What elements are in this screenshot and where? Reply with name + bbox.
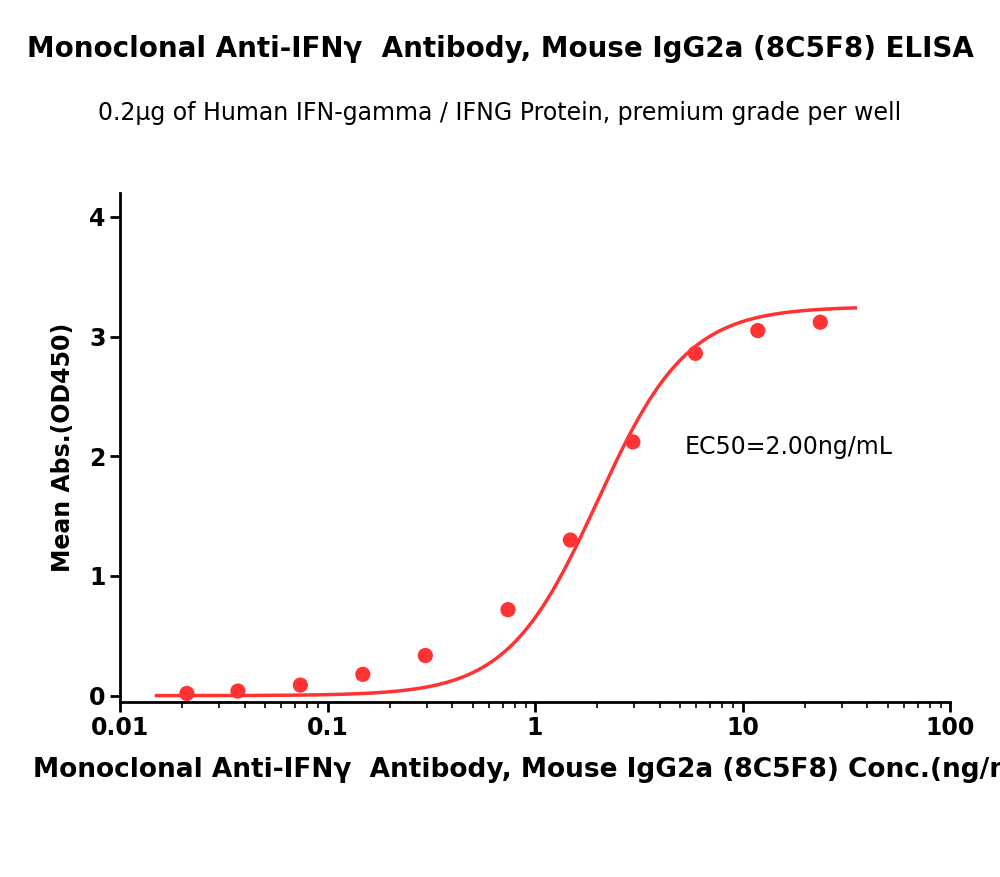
Y-axis label: Mean Abs.(OD450): Mean Abs.(OD450) — [51, 323, 75, 572]
Point — [417, 648, 433, 662]
Point — [230, 684, 246, 698]
Point — [355, 667, 371, 681]
Point — [292, 678, 308, 692]
Text: 0.2μg of Human IFN-gamma / IFNG Protein, premium grade per well: 0.2μg of Human IFN-gamma / IFNG Protein,… — [98, 101, 902, 125]
Text: EC50=2.00ng/mL: EC50=2.00ng/mL — [684, 435, 892, 460]
Point — [750, 324, 766, 338]
Point — [625, 435, 641, 449]
Point — [812, 315, 828, 329]
Point — [179, 687, 195, 701]
Point — [687, 346, 703, 360]
Point — [500, 602, 516, 617]
Text: Monoclonal Anti-IFNγ  Antibody, Mouse IgG2a (8C5F8) ELISA: Monoclonal Anti-IFNγ Antibody, Mouse IgG… — [27, 35, 973, 63]
X-axis label: Monoclonal Anti-IFNγ  Antibody, Mouse IgG2a (8C5F8) Conc.(ng/ml): Monoclonal Anti-IFNγ Antibody, Mouse IgG… — [33, 757, 1000, 783]
Point — [562, 533, 578, 547]
